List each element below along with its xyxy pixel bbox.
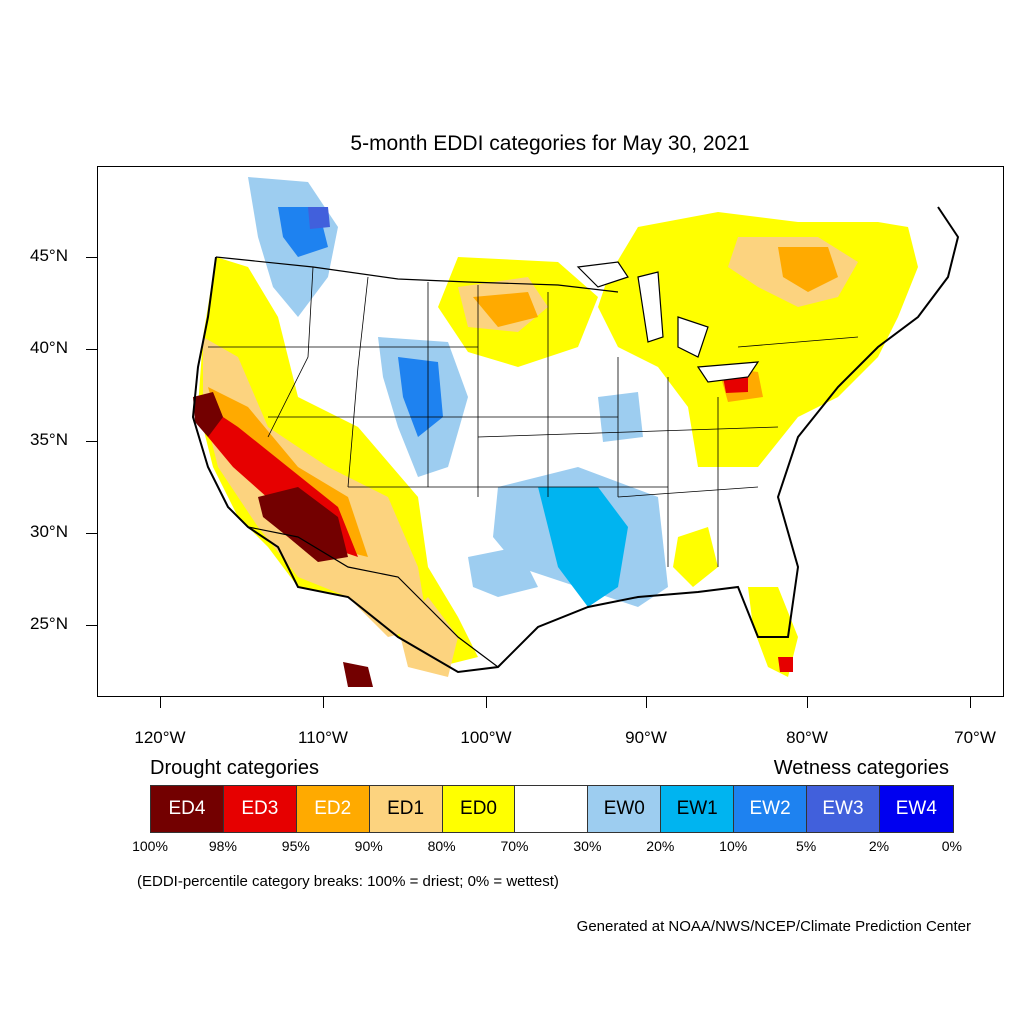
map-title: 5-month EDDI categories for May 30, 2021 [350,132,750,155]
legend-swatch-ed2: ED2 [296,786,370,832]
legend-break-label: 80% [427,838,456,854]
legend-swatch-none [515,786,589,832]
legend-swatch-ed1: ED1 [369,786,443,832]
lon-tick-90 [646,697,647,708]
lon-label-90: 90°W [625,728,667,747]
legend-break-label: 10% [719,838,748,854]
legend-break-label: 90% [354,838,383,854]
legend-swatch-ew0: EW0 [588,786,662,832]
lon-label-110: 110°W [298,728,348,747]
legend-swatch-ed0: ED0 [442,786,516,832]
region-ew3-northwest [308,207,330,229]
region-ed4-california [193,392,223,437]
lat-tick-45 [86,257,97,258]
legend-swatch-ew2: EW2 [734,786,808,832]
legend-bar: ED4 ED3 ED2 ED1 ED0 EW0 EW1 EW2 EW3 EW4 [150,785,954,833]
legend-swatch-ed4: ED4 [151,786,224,832]
region-ed4-sonora [343,662,373,687]
legend-swatch-ew1: EW1 [661,786,735,832]
legend-break-label: 98% [208,838,237,854]
legend-break-label: 20% [646,838,675,854]
legend-break-label: 5% [795,838,817,854]
lon-label-120: 120°W [134,728,186,747]
legend-break-label: 30% [573,838,602,854]
lon-tick-120 [160,697,161,708]
northern-border [215,256,619,293]
lon-label-70: 70°W [954,728,996,747]
category-note: (EDDI-percentile category breaks: 100% =… [137,873,559,890]
lat-label-40: 40°N [30,338,68,357]
legend-break-label: 2% [868,838,890,854]
lat-tick-40 [86,349,97,350]
lat-tick-25 [86,625,97,626]
credit-line: Generated at NOAA/NWS/NCEP/Climate Predi… [576,918,971,935]
region-ed3-ohio [723,377,748,393]
lon-tick-80 [807,697,808,708]
region-ew0-missouri [598,392,643,442]
region-ed3-florida [778,657,793,672]
state-lines [208,266,859,567]
region-ed4-arizona [258,487,348,562]
lat-label-45: 45°N [30,246,68,265]
region-ed2-northplains [473,292,538,327]
region-ew0-texas [468,547,538,597]
lat-tick-30 [86,533,97,534]
legend-swatch-ew4: EW4 [879,786,953,832]
region-ed1-texas [398,597,458,677]
coastline [191,206,960,674]
lon-tick-110 [323,697,324,708]
legend-break-label: 70% [500,838,529,854]
legend-break-label: 0% [941,838,962,854]
legend-swatch-ew3: EW3 [807,786,880,832]
map-area[interactable] [97,166,1004,697]
legend-swatch-ed3: ED3 [223,786,297,832]
mexico-border [247,526,499,668]
lat-label-30: 30°N [30,522,68,541]
great-lakes [576,261,760,383]
drought-heading: Drought categories [150,757,319,779]
region-ed2-northeast [778,247,838,292]
legend-break-label: 100% [132,838,168,854]
lat-label-25: 25°N [30,614,68,633]
lon-label-80: 80°W [786,728,828,747]
wetness-heading: Wetness categories [773,757,949,779]
region-ed0-florida [748,587,798,677]
region-ew1-south [538,487,628,607]
lon-tick-70 [970,697,971,708]
lat-label-35: 35°N [30,430,68,449]
lon-tick-100 [486,697,487,708]
legend-break-label: 95% [281,838,310,854]
eddi-map [191,177,960,687]
region-ed0-georgia [673,527,718,587]
lon-label-100: 100°W [460,728,512,747]
lat-tick-35 [86,441,97,442]
